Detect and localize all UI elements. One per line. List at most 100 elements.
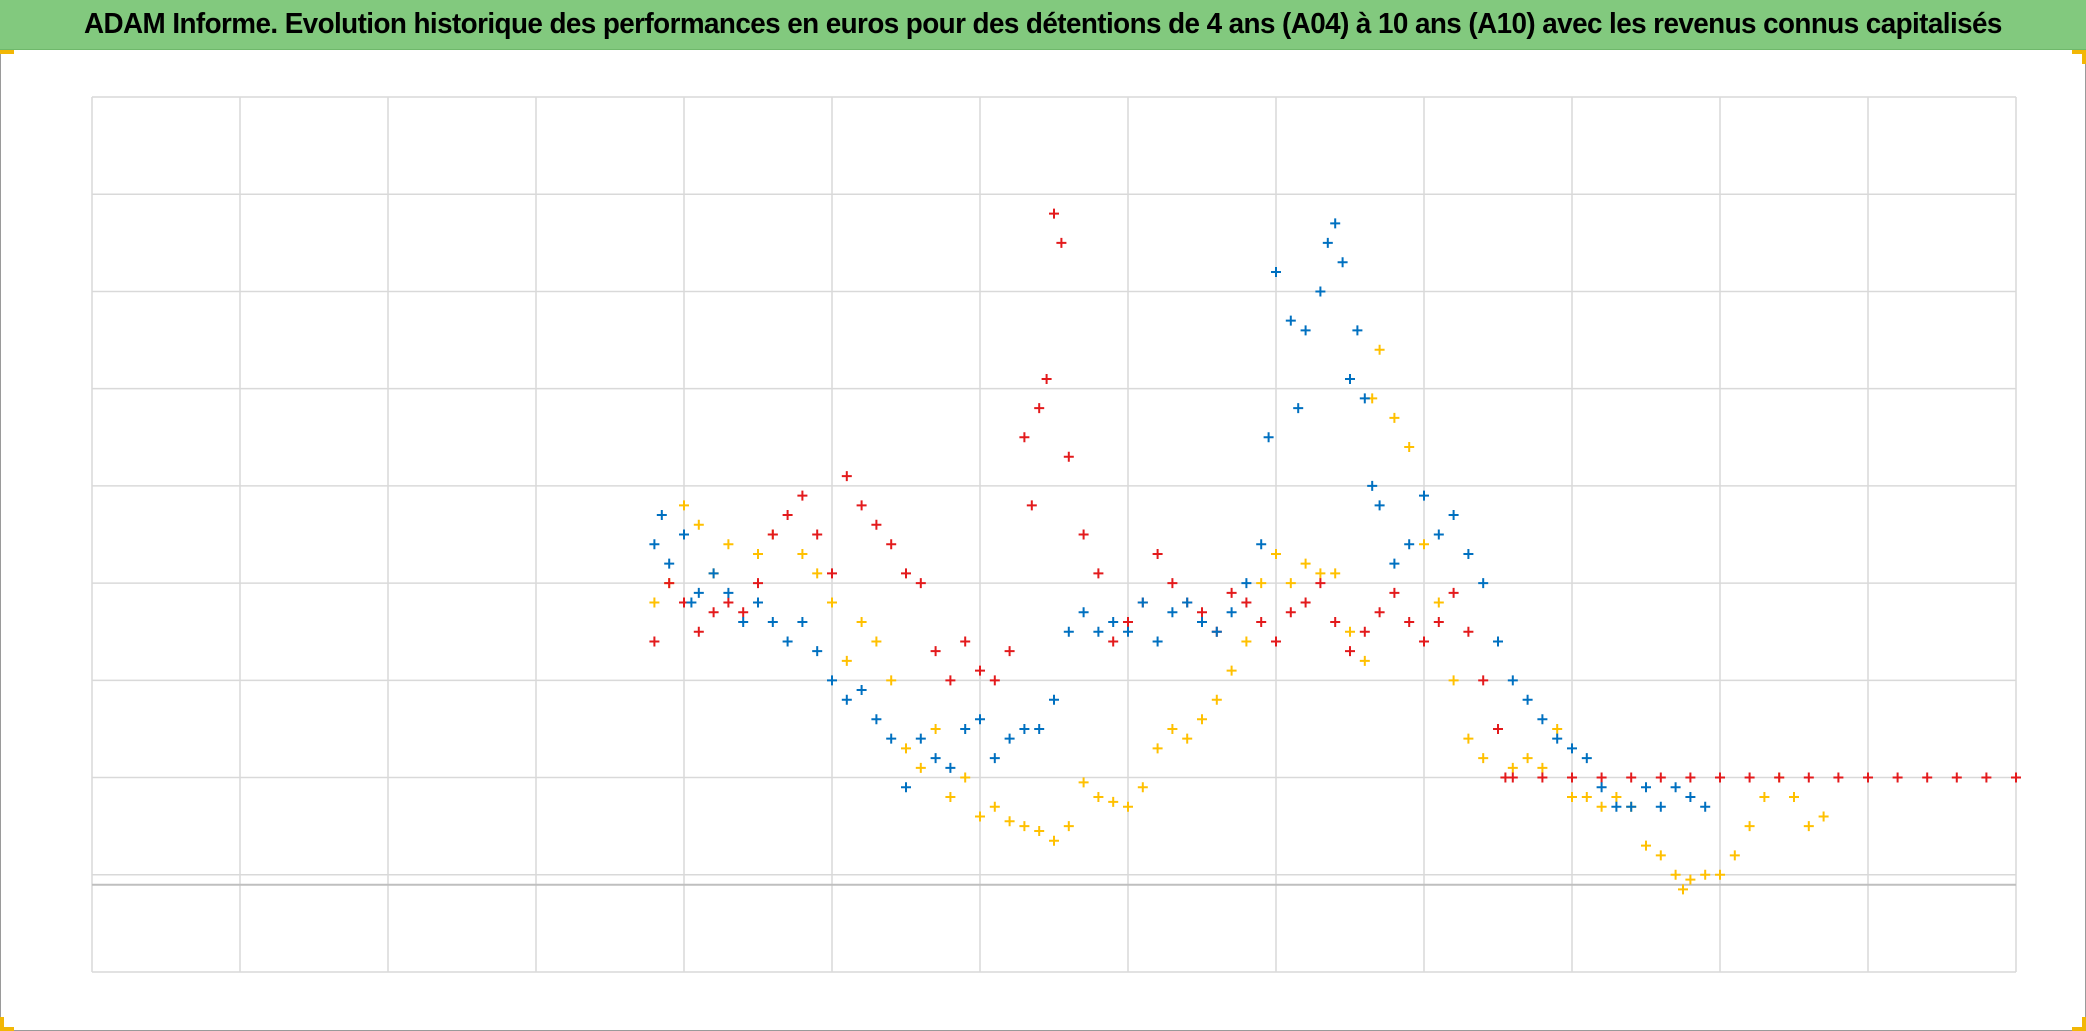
data-point (1685, 772, 1696, 783)
data-point (871, 636, 882, 647)
data-point (1300, 597, 1311, 608)
resize-handle-bottom-right[interactable] (2072, 1027, 2086, 1031)
data-point (1404, 442, 1415, 452)
data-point (1596, 801, 1607, 812)
data-point (1433, 529, 1444, 540)
data-point (1167, 607, 1178, 618)
data-point (1078, 777, 1089, 788)
data-point (1433, 617, 1444, 627)
data-point (1211, 626, 1222, 637)
data-point (1093, 792, 1104, 802)
data-point (1685, 792, 1696, 802)
data-point (782, 636, 793, 647)
data-point (1700, 869, 1711, 880)
data-point (1567, 743, 1577, 754)
resize-handle-right-bottom[interactable] (2082, 1017, 2086, 1031)
data-point (1322, 237, 1333, 248)
data-point (1567, 772, 1577, 783)
resize-handle-top-right[interactable] (2072, 50, 2086, 54)
data-point (1123, 626, 1133, 637)
data-point (1552, 733, 1563, 744)
data-point (1137, 597, 1148, 608)
data-point (1596, 772, 1607, 783)
data-point (1404, 617, 1415, 627)
data-point (1256, 539, 1267, 550)
data-point (1078, 607, 1089, 618)
data-point (1744, 772, 1755, 783)
data-point (1197, 714, 1207, 725)
data-point (886, 539, 897, 550)
data-point (1019, 723, 1030, 734)
data-point (649, 636, 660, 647)
data-point (1019, 432, 1030, 443)
data-point (738, 617, 749, 627)
resize-handle-top-left[interactable] (0, 50, 14, 54)
data-point (1197, 617, 1207, 627)
data-point (1049, 835, 1059, 846)
data-point (1241, 636, 1252, 647)
data-point (1655, 801, 1666, 812)
data-point (989, 801, 1000, 812)
chart-title: ADAM Informe. Evolution historique des p… (84, 8, 2002, 40)
data-point (1863, 772, 1873, 783)
data-point (1330, 617, 1341, 627)
data-point (1182, 733, 1193, 744)
data-point (1078, 529, 1089, 540)
data-point (1567, 792, 1577, 802)
data-point (1256, 578, 1267, 589)
data-point (1419, 490, 1429, 501)
data-point (1167, 723, 1178, 734)
data-point (649, 597, 660, 608)
data-point (1818, 811, 1829, 822)
data-point (901, 782, 911, 793)
data-point (1226, 607, 1237, 618)
data-point (1123, 801, 1133, 812)
data-point (693, 519, 704, 530)
data-point (1359, 626, 1370, 637)
data-point (1152, 548, 1163, 559)
data-point (1337, 257, 1348, 268)
data-point (856, 685, 867, 696)
data-point (1226, 665, 1237, 676)
data-point (797, 490, 808, 501)
data-point (1004, 646, 1015, 657)
data-point (1581, 753, 1592, 764)
data-point (1700, 801, 1711, 812)
data-point (753, 597, 763, 608)
data-point (656, 510, 667, 521)
data-point (1345, 646, 1355, 657)
series-2 (649, 218, 1711, 812)
data-point (1522, 753, 1533, 764)
data-point (1678, 884, 1688, 895)
data-point (1093, 626, 1104, 637)
data-point (945, 675, 956, 686)
resize-handle-left-bottom[interactable] (0, 1017, 4, 1031)
data-point (1123, 617, 1133, 627)
data-point (871, 714, 882, 725)
data-point (693, 587, 704, 598)
data-point (1315, 286, 1326, 297)
data-point (1581, 792, 1592, 802)
data-point (1167, 578, 1178, 589)
data-point (989, 753, 1000, 764)
data-point (1478, 578, 1489, 589)
data-point (886, 733, 897, 744)
data-point (1493, 723, 1503, 734)
data-point (708, 607, 719, 618)
data-point (723, 587, 734, 598)
data-point (797, 617, 808, 627)
data-point (1019, 821, 1030, 832)
data-point (753, 578, 763, 589)
data-point (1049, 208, 1059, 219)
resize-handle-right-top[interactable] (2082, 50, 2086, 64)
data-point (1478, 675, 1489, 686)
data-point (945, 762, 956, 773)
data-point (1034, 403, 1045, 414)
resize-handle-bottom-left[interactable] (0, 1027, 14, 1031)
gridlines (91, 96, 2017, 973)
data-point (738, 607, 749, 618)
data-point (1049, 694, 1059, 705)
data-point (1389, 412, 1400, 423)
data-point (1655, 850, 1666, 861)
